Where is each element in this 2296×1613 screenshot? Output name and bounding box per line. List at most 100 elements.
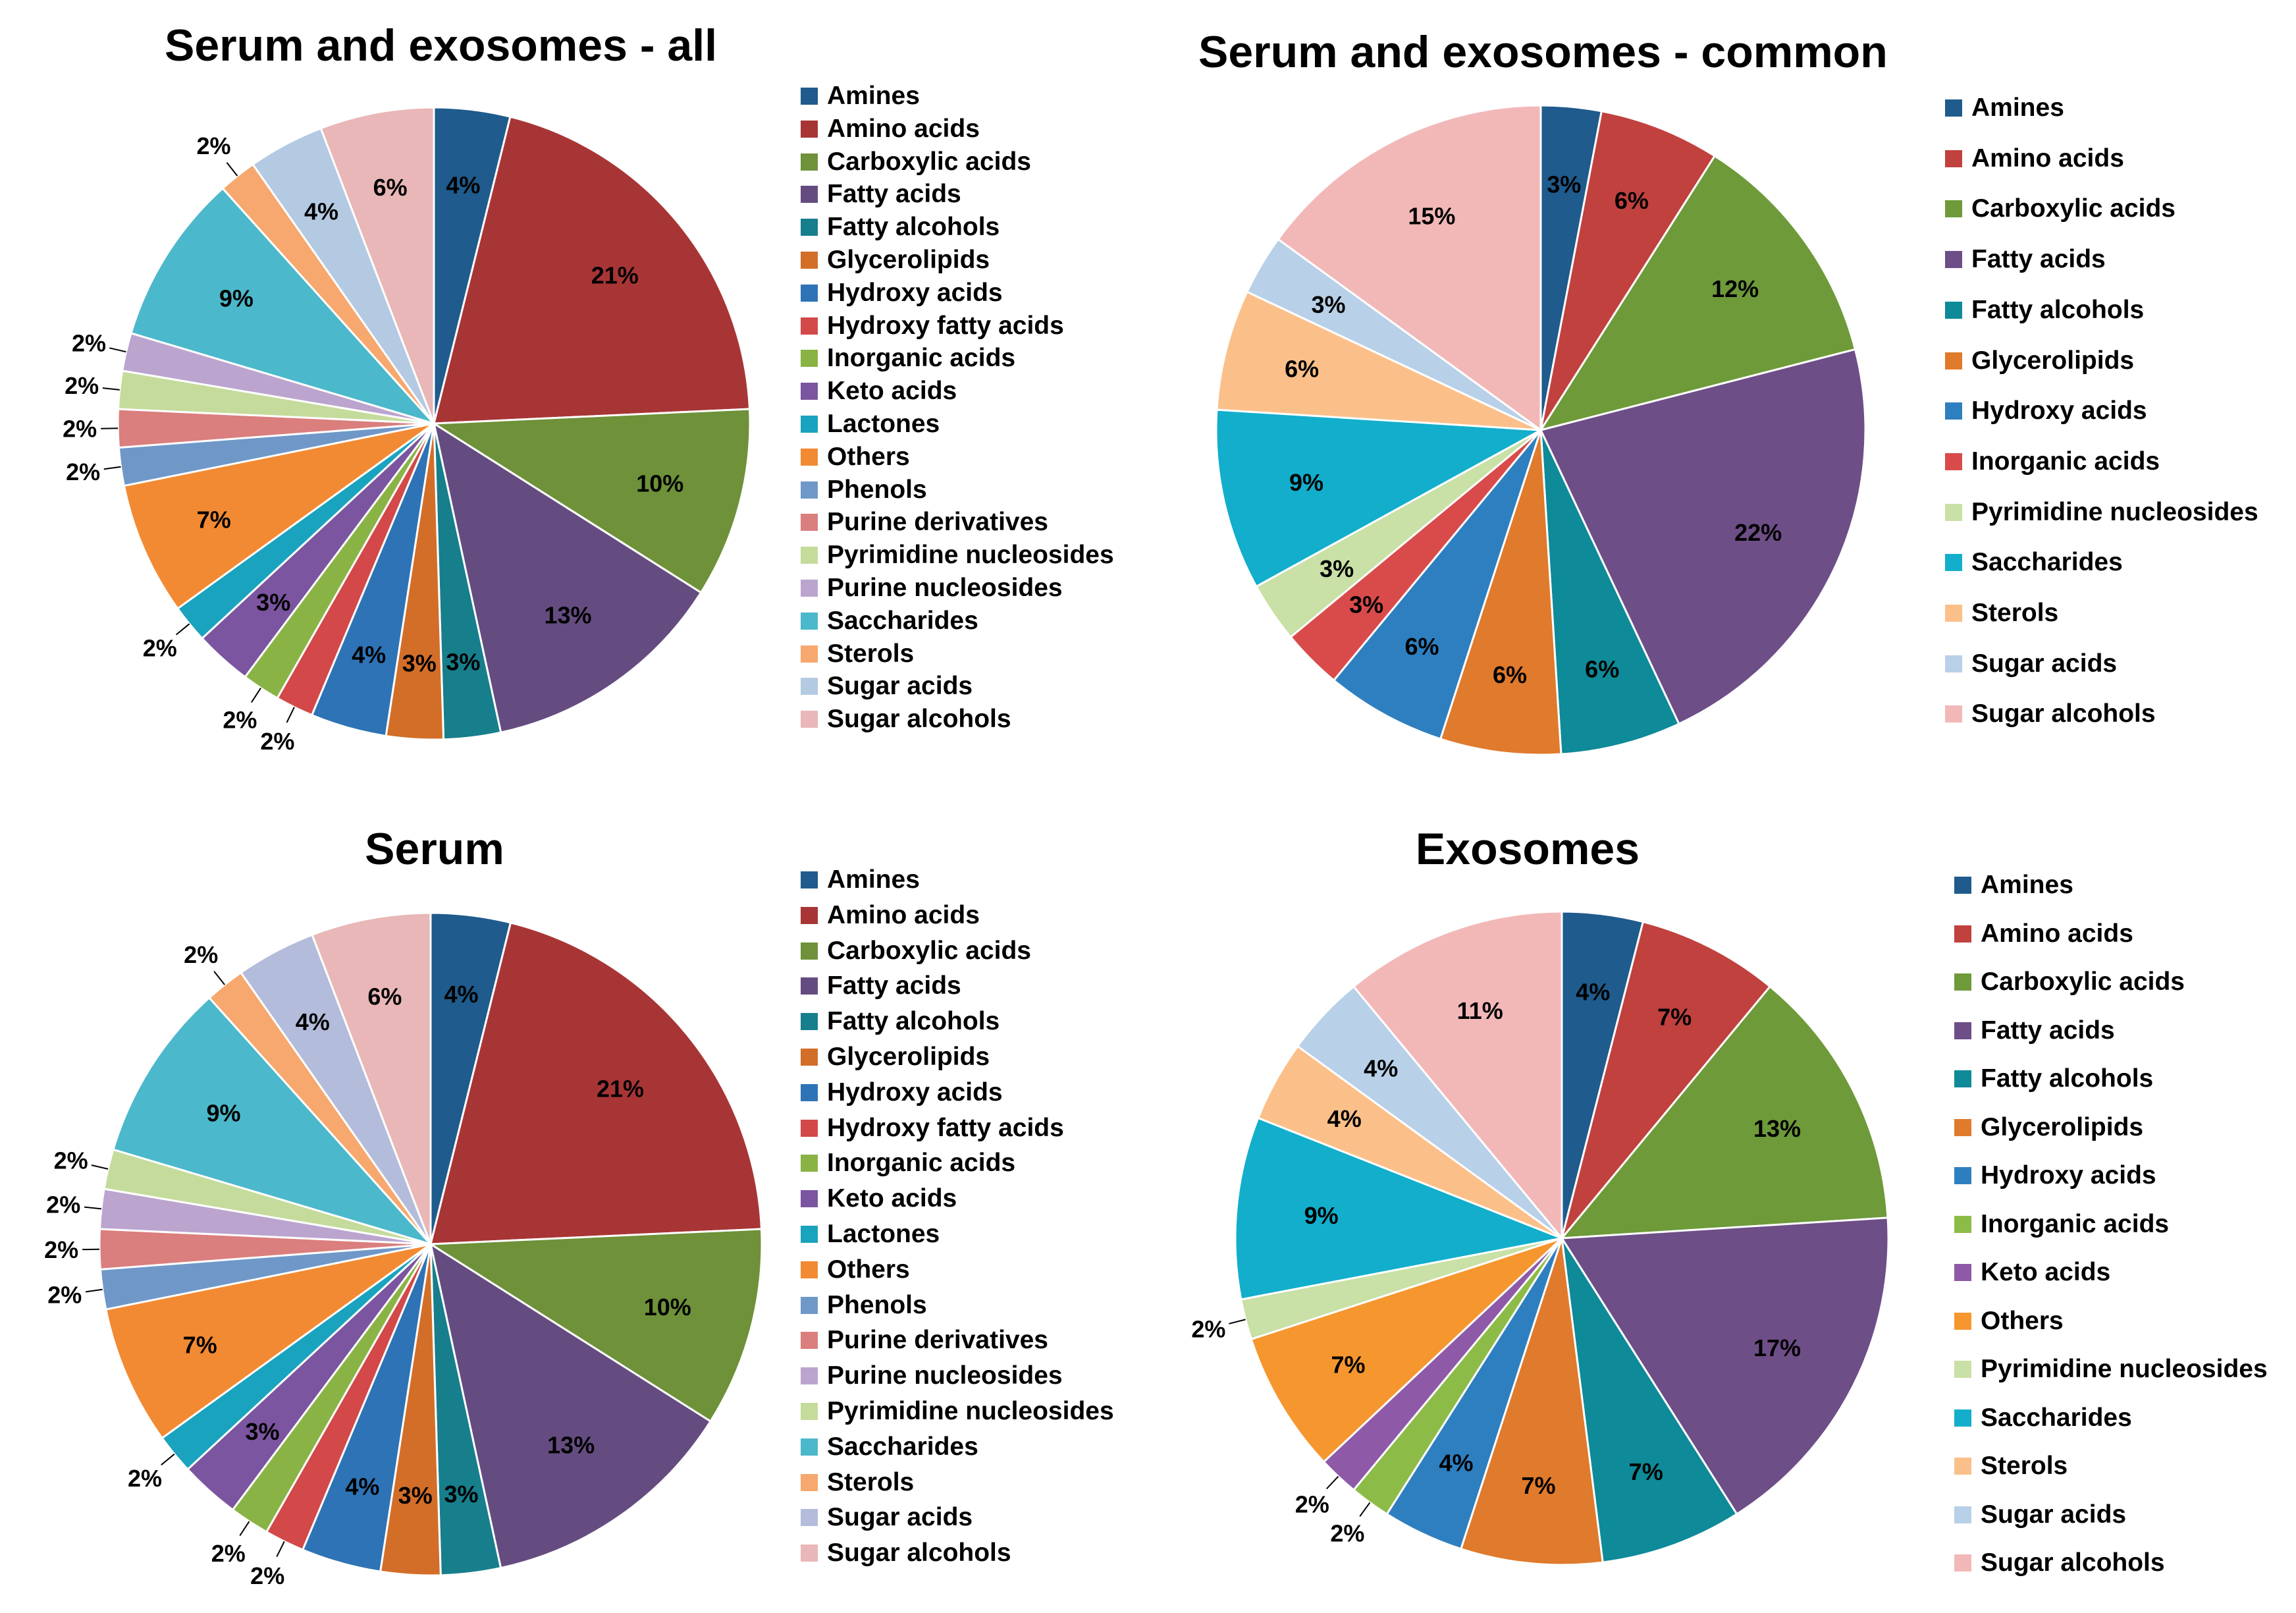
data-label-purine-nucleosides: 2% <box>72 330 106 357</box>
pie-slice-sterols <box>1215 290 1541 431</box>
chart-exosomes: Exosomes 4% 7% 13% 17% 7% 7% 4% 2% 2% 7% 2% 9% 4% 4% 1… <box>1146 790 2296 1613</box>
legend-item-sugar-alcohols: Sugar alcohols <box>1945 699 2156 728</box>
legend-item-amines: Amines <box>801 82 920 111</box>
data-label-fatty-acids: 17% <box>1753 1334 1801 1361</box>
legend-item-sugar-alcohols: Sugar alcohols <box>801 705 1011 734</box>
pie-slice-fatty-acids <box>429 1242 712 1570</box>
legend-item-fatty-alcohols: Fatty alcohols <box>801 1007 1000 1036</box>
legend-item-purine-nucleosides: Purine nucleosides <box>801 1361 1063 1390</box>
legend-item-saccharides: Saccharides <box>801 607 978 636</box>
data-label-sugar-alcohols: 6% <box>367 983 402 1010</box>
legend-label: Lactones <box>827 410 940 438</box>
legend-swatch <box>801 284 818 302</box>
legend-label: Fatty alcohols <box>1981 1064 2154 1093</box>
legend-label: Pyrimidine nucleosides <box>827 541 1114 570</box>
legend-item-sugar-acids: Sugar acids <box>801 1503 973 1532</box>
chart-title: Serum and exosomes - common <box>1198 27 1888 77</box>
legend-swatch <box>1945 200 1962 218</box>
pie-slice-amino-acids <box>1561 920 1772 1239</box>
data-label-hydroxy-fatty-acids: 2% <box>260 728 294 755</box>
legend-item-sterols: Sterols <box>1945 599 2058 628</box>
data-label-amino-acids: 21% <box>597 1076 644 1103</box>
legend-item-sugar-acids: Sugar acids <box>1954 1500 2126 1529</box>
legend-item-keto-acids: Keto acids <box>801 377 957 406</box>
legend-label: Saccharides <box>827 1432 978 1461</box>
data-label-fatty-alcohols: 6% <box>1585 655 1619 682</box>
pie-slice-fatty-acids <box>1560 1217 1890 1516</box>
legend-item-keto-acids: Keto acids <box>801 1184 957 1213</box>
data-label-purine-nucleosides: 2% <box>46 1191 80 1218</box>
legend-swatch <box>801 186 818 204</box>
legend-label: Carboxylic acids <box>1981 968 2185 996</box>
legend-swatch <box>1945 402 1962 420</box>
legend-swatch <box>801 1155 818 1172</box>
leader-line <box>84 1206 102 1210</box>
leader-line <box>161 1453 175 1465</box>
legend-swatch <box>801 1545 818 1562</box>
legend-label: Amines <box>1971 94 2064 122</box>
legend-item-glycerolipids: Glycerolipids <box>1954 1113 2143 1142</box>
pie-slice-glycerolipids <box>1439 429 1562 756</box>
legend-label: Saccharides <box>827 606 978 635</box>
legend-item-glycerolipids: Glycerolipids <box>801 246 990 275</box>
legend-swatch <box>801 1332 818 1350</box>
legend-label: Sterols <box>1981 1452 2068 1480</box>
legend-item-sugar-alcohols: Sugar alcohols <box>1954 1548 2165 1577</box>
pie-slice-carboxylic-acids <box>427 1228 763 1423</box>
data-label-fatty-alcohols: 3% <box>446 649 480 676</box>
leader-line <box>226 162 238 177</box>
legend-swatch <box>801 678 818 696</box>
legend-item-purine-derivatives: Purine derivatives <box>801 508 1048 537</box>
data-label-fatty-alcohols: 3% <box>444 1481 478 1508</box>
legend-label: Others <box>827 1255 910 1284</box>
data-label-saccharides: 9% <box>219 285 254 312</box>
data-label-pyrimidine-nucleosides: 2% <box>54 1147 88 1174</box>
leader-line <box>251 688 261 703</box>
legend-item-fatty-acids: Fatty acids <box>801 971 961 1000</box>
data-label-phenols: 2% <box>47 1281 82 1308</box>
legend-label: Hydroxy fatty acids <box>827 1113 1064 1142</box>
legend-swatch <box>801 1013 818 1031</box>
data-label-sterols: 2% <box>196 132 230 159</box>
data-label-glycerolipids: 3% <box>402 650 437 677</box>
data-label-fatty-acids: 22% <box>1734 519 1782 546</box>
legend-swatch <box>801 317 818 335</box>
legend-item-pyrimidine-nucleosides: Pyrimidine nucleosides <box>801 541 1114 570</box>
legend-swatch <box>801 514 818 532</box>
legend-item-lactones: Lactones <box>801 1220 940 1249</box>
legend-item-hydroxy-acids: Hydroxy acids <box>1945 396 2147 425</box>
legend-item-inorganic-acids: Inorganic acids <box>1945 447 2160 476</box>
legend-item-lactones: Lactones <box>801 410 940 439</box>
data-label-glycerolipids: 3% <box>398 1482 433 1509</box>
chart-title: Serum <box>365 824 504 874</box>
data-label-sugar-alcohols: 11% <box>1457 997 1503 1024</box>
legend-item-purine-nucleosides: Purine nucleosides <box>801 574 1063 603</box>
legend-swatch <box>1945 352 1962 369</box>
legend-label: Hydroxy fatty acids <box>827 311 1064 340</box>
legend-label: Sugar alcohols <box>827 1539 1011 1568</box>
legend-label: Amino acids <box>827 114 980 143</box>
legend-label: Fatty acids <box>827 180 961 209</box>
chart-title: Exosomes <box>1415 824 1640 874</box>
legend-item-sterols: Sterols <box>1954 1452 2068 1481</box>
data-label-purine-derivatives: 2% <box>44 1236 78 1263</box>
legend-swatch <box>801 88 818 105</box>
legend-item-fatty-alcohols: Fatty alcohols <box>801 213 1000 242</box>
data-label-purine-derivatives: 2% <box>63 416 97 443</box>
data-label-others: 7% <box>197 506 231 533</box>
pie-slice-carboxylic-acids <box>1559 985 1889 1240</box>
legend-swatch <box>801 1226 818 1243</box>
data-label-sterols: 6% <box>1285 355 1319 382</box>
legend-item-pyrimidine-nucleosides: Pyrimidine nucleosides <box>1945 498 2258 527</box>
legend-item-fatty-alcohols: Fatty alcohols <box>1954 1064 2153 1093</box>
legend-item-others: Others <box>1954 1307 2064 1336</box>
data-label-sugar-acids: 4% <box>304 198 338 225</box>
data-label-glycerolipids: 7% <box>1521 1472 1555 1499</box>
legend-label: Amino acids <box>1981 919 2133 948</box>
legend-item-inorganic-acids: Inorganic acids <box>801 344 1015 373</box>
data-label-amino-acids: 6% <box>1615 187 1649 214</box>
legend-item-fatty-acids: Fatty acids <box>1954 1016 2115 1045</box>
legend-label: Hydroxy acids <box>1981 1161 2156 1189</box>
legend-swatch <box>801 120 818 138</box>
legend-label: Sugar alcohols <box>1971 699 2156 728</box>
